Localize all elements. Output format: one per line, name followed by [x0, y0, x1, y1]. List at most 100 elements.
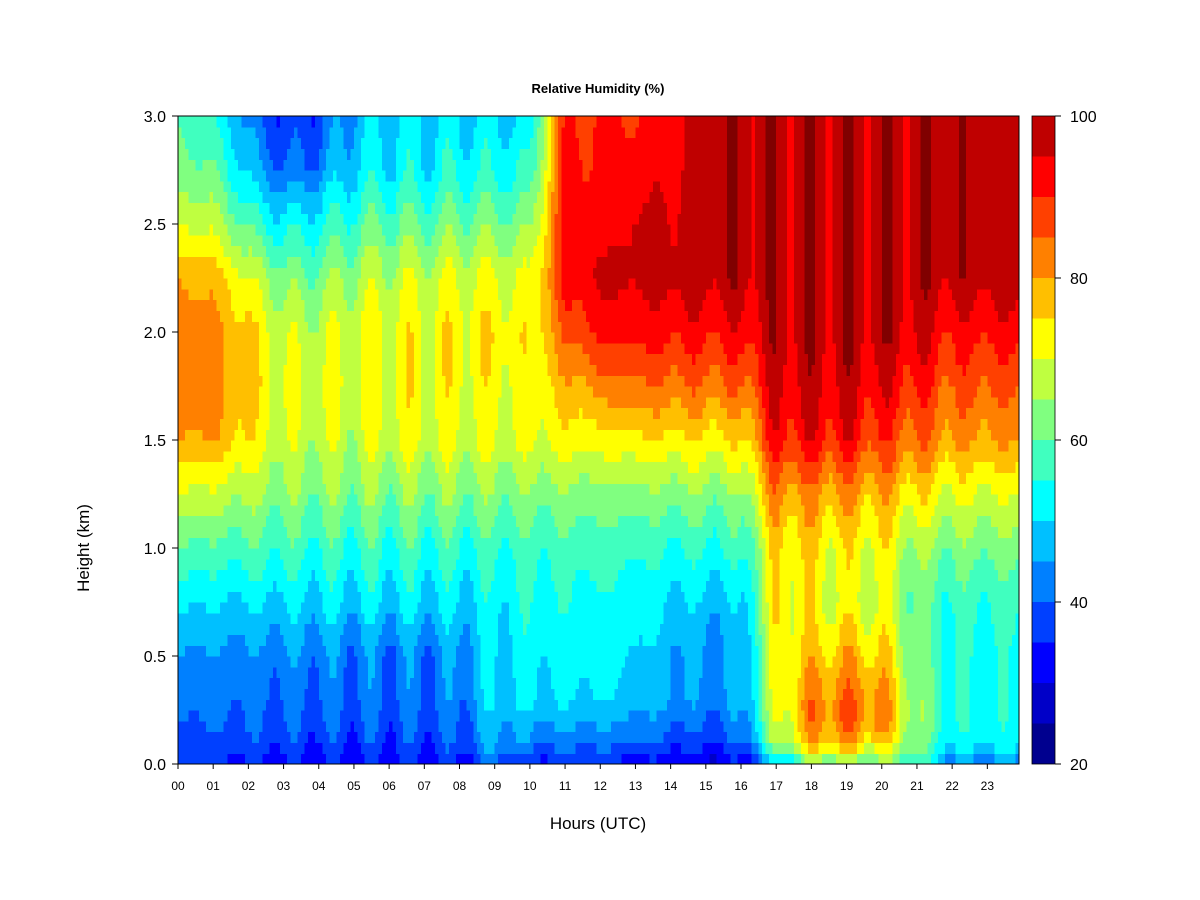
heatmap-cell [389, 364, 394, 376]
heatmap-cell [255, 256, 260, 268]
heatmap-cell [452, 342, 457, 355]
heatmap-cell [360, 580, 366, 592]
heatmap-cell [417, 580, 422, 592]
heatmap-cell [315, 310, 320, 322]
heatmap-cell [343, 126, 348, 139]
heatmap-cell [265, 213, 271, 225]
heatmap-cell [241, 580, 246, 592]
heatmap-cell [206, 450, 211, 463]
heatmap-cell [213, 191, 218, 203]
heatmap-cell [185, 526, 190, 538]
heatmap-cell [294, 310, 299, 322]
heatmap-cell [410, 267, 415, 279]
heatmap-cell [427, 602, 432, 614]
heatmap-cell [188, 440, 193, 452]
heatmap-cell [227, 180, 232, 193]
heatmap-cell [396, 170, 401, 182]
heatmap-cell [283, 386, 288, 398]
heatmap-cell [431, 688, 436, 700]
heatmap-cell [223, 645, 228, 657]
heatmap-cell [371, 688, 376, 700]
heatmap-cell [192, 494, 197, 506]
heatmap-cell [353, 591, 359, 603]
heatmap-cell [276, 537, 281, 549]
heatmap-cell [385, 450, 390, 463]
heatmap-cell [227, 440, 232, 452]
heatmap-cell [234, 699, 239, 711]
heatmap-cell [237, 159, 242, 171]
heatmap-cell [441, 580, 447, 592]
heatmap-cell [339, 656, 344, 668]
heatmap-cell [445, 656, 450, 668]
heatmap-cell [434, 634, 439, 646]
heatmap-cell [375, 623, 380, 635]
heatmap-cell [216, 364, 221, 376]
heatmap-cell [413, 429, 418, 441]
heatmap-cell [188, 429, 193, 441]
heatmap-cell [420, 699, 425, 711]
heatmap-cell [438, 753, 443, 765]
heatmap-cell [265, 159, 271, 171]
heatmap-cell [448, 602, 454, 614]
heatmap-cell [332, 386, 337, 398]
heatmap-cell [459, 332, 464, 344]
heatmap-cell [294, 386, 299, 398]
heatmap-cell [248, 126, 253, 139]
heatmap-cell [343, 612, 348, 625]
heatmap-cell [420, 515, 425, 527]
heatmap-cell [294, 116, 299, 128]
heatmap-cell [455, 526, 461, 538]
heatmap-cell [283, 548, 288, 560]
heatmap-cell [438, 710, 443, 722]
heatmap-cell [188, 288, 193, 301]
heatmap-cell [223, 321, 228, 333]
heatmap-cell [311, 688, 316, 700]
heatmap-cell [329, 386, 334, 398]
heatmap-cell [265, 666, 271, 679]
heatmap-cell [382, 450, 387, 463]
heatmap-cell [199, 591, 204, 603]
heatmap-cell [470, 634, 475, 646]
heatmap-cell [346, 429, 352, 441]
heatmap-cell [178, 515, 183, 527]
heatmap-cell [452, 666, 457, 679]
heatmap-cell [392, 180, 397, 193]
heatmap-cell [332, 591, 337, 603]
heatmap-cell [325, 472, 330, 484]
heatmap-cell [290, 677, 295, 689]
heatmap-cell [297, 332, 302, 344]
heatmap-cell [424, 612, 429, 625]
heatmap-cell [276, 386, 281, 398]
heatmap-cell [360, 450, 366, 463]
heatmap-cell [206, 180, 211, 193]
heatmap-cell [346, 602, 352, 614]
heatmap-cell [244, 353, 249, 365]
heatmap-cell [382, 386, 387, 398]
heatmap-cell [466, 472, 471, 484]
heatmap-cell [420, 461, 425, 473]
heatmap-cell [396, 558, 401, 571]
heatmap-cell [445, 375, 450, 387]
heatmap-cell [403, 418, 408, 430]
heatmap-cell [424, 731, 429, 743]
heatmap-cell [308, 526, 313, 538]
heatmap-cell [399, 494, 404, 506]
heatmap-cell [441, 310, 447, 322]
heatmap-cell [378, 353, 383, 365]
heatmap-cell [413, 645, 418, 657]
heatmap-cell [276, 148, 281, 160]
heatmap-cell [244, 710, 249, 722]
heatmap-cell [209, 645, 214, 657]
heatmap-cell [413, 278, 418, 290]
heatmap-cell [466, 580, 471, 592]
heatmap-cell [431, 450, 436, 463]
heatmap-cell [251, 288, 257, 301]
heatmap-cell [448, 688, 454, 700]
heatmap-cell [216, 191, 221, 203]
heatmap-cell [441, 213, 447, 225]
heatmap-cell [427, 353, 432, 365]
heatmap-cell [273, 342, 278, 355]
heatmap-cell [248, 342, 253, 355]
heatmap-cell [227, 612, 232, 625]
heatmap-cell [329, 742, 334, 754]
